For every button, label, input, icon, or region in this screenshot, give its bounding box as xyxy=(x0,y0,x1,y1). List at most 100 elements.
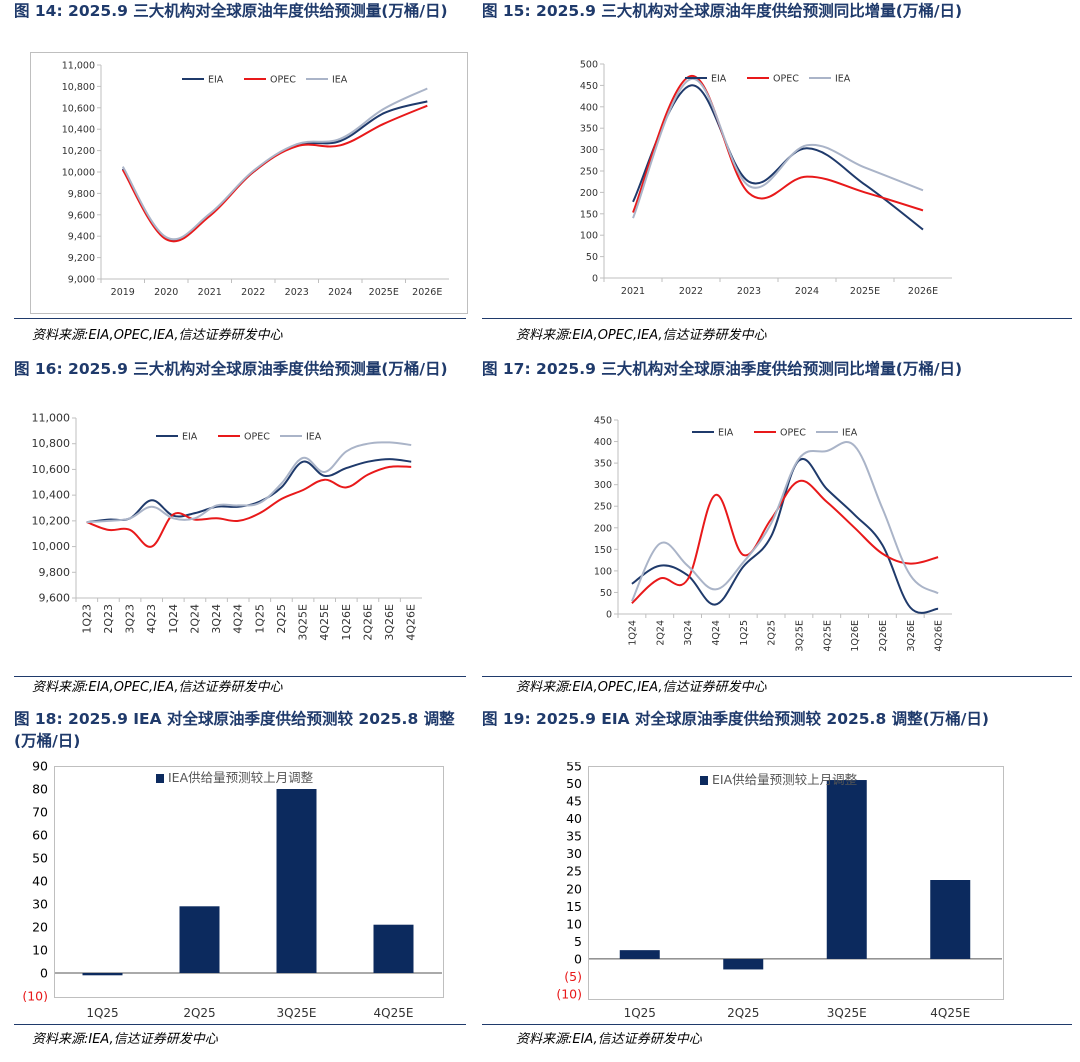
legend-label: IEA供给量预测较上月调整 xyxy=(168,770,314,785)
x-tick-label: 2Q26E xyxy=(878,620,889,652)
divider xyxy=(482,318,1072,319)
series-line-eia xyxy=(86,458,412,524)
series-line-iea xyxy=(86,441,412,524)
y-tick-label: 300 xyxy=(580,145,598,156)
x-tick-label: 1Q23 xyxy=(80,604,93,634)
x-tick-label: 3Q25E xyxy=(297,604,310,641)
y-tick-label: 100 xyxy=(594,566,612,577)
y-tick-label: 9,600 xyxy=(68,210,95,221)
y-tick-label: 10,400 xyxy=(32,489,71,502)
x-tick-label: 2022 xyxy=(241,287,265,298)
x-tick-label: 4Q25E xyxy=(930,1006,971,1020)
figure-title: 图 16: 2025.9 三大机构对全球原油季度供给预测量(万桶/日) xyxy=(14,360,448,378)
legend-label: IEA xyxy=(306,432,322,443)
y-tick-label: (5) xyxy=(564,969,582,984)
x-tick-label: 2020 xyxy=(154,287,178,298)
series-line-opec xyxy=(632,75,924,213)
series-line-opec xyxy=(86,465,412,548)
x-tick-label: 4Q24 xyxy=(711,620,722,646)
bar xyxy=(619,950,660,959)
y-tick-label: 50 xyxy=(600,588,612,599)
panel-fig19: 图 19: 2025.9 EIA 对全球原油季度供给预测较 2025.8 调整(… xyxy=(482,708,1072,1062)
legend-label: OPEC xyxy=(773,74,799,85)
y-tick-label: 350 xyxy=(594,459,612,470)
series-line-eia xyxy=(632,84,924,231)
x-tick-label: 2025E xyxy=(850,286,880,297)
x-tick-label: 2026E xyxy=(412,287,442,298)
legend-label: IEA xyxy=(842,428,858,439)
y-tick-label: 150 xyxy=(580,209,598,220)
y-tick-label: 0 xyxy=(574,951,582,966)
y-tick-label: 10,800 xyxy=(32,437,71,450)
x-tick-label: 4Q26E xyxy=(405,604,418,641)
y-tick-label: 80 xyxy=(32,782,48,797)
chart-fig14: 9,000 9,200 9,400 9,600 9,800 10,000 10,200 10,… xyxy=(62,61,449,298)
x-tick-label: 2Q25 xyxy=(767,620,778,646)
x-tick-label: 1Q26E xyxy=(340,604,353,641)
x-tick-label: 1Q26E xyxy=(850,620,861,652)
x-tick-label: 3Q25E xyxy=(826,1006,867,1020)
x-tick-label: 2Q24 xyxy=(655,620,666,646)
y-tick-label: 9,800 xyxy=(39,566,71,579)
x-tick-label: 4Q25E xyxy=(318,604,331,641)
x-tick-label: 3Q26E xyxy=(383,604,396,641)
x-tick-label: 2Q25 xyxy=(275,604,288,634)
x-tick-label: 2024 xyxy=(795,286,819,297)
y-tick-label: 40 xyxy=(32,874,48,889)
legend-label: EIA xyxy=(711,74,727,85)
y-tick-label: 40 xyxy=(566,811,582,826)
x-tick-label: 2023 xyxy=(285,287,309,298)
x-tick-label: 3Q23 xyxy=(124,604,137,634)
source-note: 资料来源:EIA,OPEC,IEA,信达证券研发中心 xyxy=(32,680,283,695)
figure-title: 图 15: 2025.9 三大机构对全球原油年度供给预测同比增量(万桶/日) xyxy=(482,2,963,20)
x-tick-label: 2022 xyxy=(679,286,703,297)
figure-title: 图 19: 2025.9 EIA 对全球原油季度供给预测较 2025.8 调整(… xyxy=(482,710,989,728)
y-tick-label: 30 xyxy=(566,846,582,861)
figure-title: 图 17: 2025.9 三大机构对全球原油季度供给预测同比增量(万桶/日) xyxy=(482,360,963,378)
source-note: 资料来源:IEA,信达证券研发中心 xyxy=(32,1032,218,1047)
bar-axes-frame xyxy=(588,766,1004,1000)
y-tick-label: 200 xyxy=(594,523,612,534)
chart-frame: 9,000 9,200 9,400 9,600 9,800 10,000 10,200 10,… xyxy=(30,52,468,314)
bar xyxy=(276,789,317,973)
x-tick-label: 2019 xyxy=(111,287,135,298)
series-line-iea xyxy=(121,87,428,241)
x-tick-label: 2Q23 xyxy=(102,604,115,634)
y-tick-label: (10) xyxy=(556,987,582,1002)
y-tick-label: 400 xyxy=(594,437,612,448)
x-tick-label: 2025E xyxy=(369,287,399,298)
legend-label: EIA xyxy=(718,428,734,439)
y-tick-label: 10,600 xyxy=(62,103,95,114)
chart-frame: (10) 0 10 20 30 40 50 60 70 80 90 IEA供给量预测较上月调整 xyxy=(14,759,444,1004)
legend-label: OPEC xyxy=(780,428,806,439)
panel-fig14: 图 14: 2025.9 三大机构对全球原油年度供给预测量(万桶/日) 9,00… xyxy=(14,0,468,350)
y-tick-label: 0 xyxy=(592,274,598,285)
y-tick-label: 20 xyxy=(566,881,582,896)
y-tick-label: 9,200 xyxy=(68,253,95,264)
x-tick-label: 2Q24 xyxy=(188,604,201,634)
x-tick-label: 2Q25 xyxy=(727,1006,760,1020)
x-tick-label: 3Q25E xyxy=(794,620,805,652)
bar xyxy=(373,924,414,973)
y-tick-label: 9,000 xyxy=(68,275,95,286)
y-tick-label: 9,600 xyxy=(39,592,71,605)
x-tick-label: 1Q24 xyxy=(167,604,180,634)
divider xyxy=(14,676,466,677)
x-tick-label: 1Q25 xyxy=(86,1006,119,1020)
bar xyxy=(82,973,123,976)
x-tick-label: 1Q25 xyxy=(739,620,750,646)
divider xyxy=(14,318,466,319)
legend-label: OPEC xyxy=(270,75,296,86)
panel-fig15: 图 15: 2025.9 三大机构对全球原油年度供给预测同比增量(万桶/日) 0… xyxy=(482,0,1072,350)
x-tick-label: 1Q25 xyxy=(253,604,266,634)
chart-fig16: 9,600 9,800 10,000 10,200 10,400 10,600 10,800… xyxy=(32,412,422,641)
chart-frame: (10) (5) 0 5 10 15 20 25 30 35 40 45 50 55 EIA供给量预测较上月… xyxy=(552,759,1004,1002)
y-tick-label: 30 xyxy=(32,897,48,912)
bar xyxy=(179,906,220,973)
y-tick-label: 20 xyxy=(32,920,48,935)
x-tick-label: 2Q26E xyxy=(361,604,374,641)
source-note: 资料来源:EIA,信达证券研发中心 xyxy=(516,1032,702,1047)
x-tick-label: 1Q25 xyxy=(623,1006,656,1020)
y-tick-label: 10,000 xyxy=(32,540,71,553)
legend-label: EIA xyxy=(208,75,224,86)
